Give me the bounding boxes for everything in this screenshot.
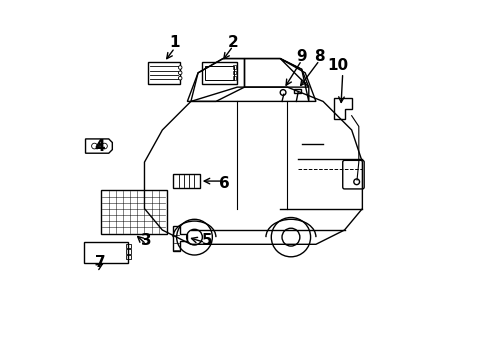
Text: 9: 9	[296, 49, 306, 64]
Circle shape	[178, 66, 182, 69]
Text: 4: 4	[94, 139, 105, 154]
Text: 8: 8	[314, 49, 324, 64]
Circle shape	[178, 71, 182, 75]
Text: 6: 6	[219, 176, 230, 191]
Text: 2: 2	[227, 35, 238, 50]
Text: 5: 5	[201, 233, 212, 248]
Text: 10: 10	[326, 58, 347, 73]
Text: 1: 1	[169, 35, 180, 50]
Text: 3: 3	[141, 233, 151, 248]
Text: 7: 7	[94, 255, 105, 270]
Circle shape	[178, 76, 182, 80]
